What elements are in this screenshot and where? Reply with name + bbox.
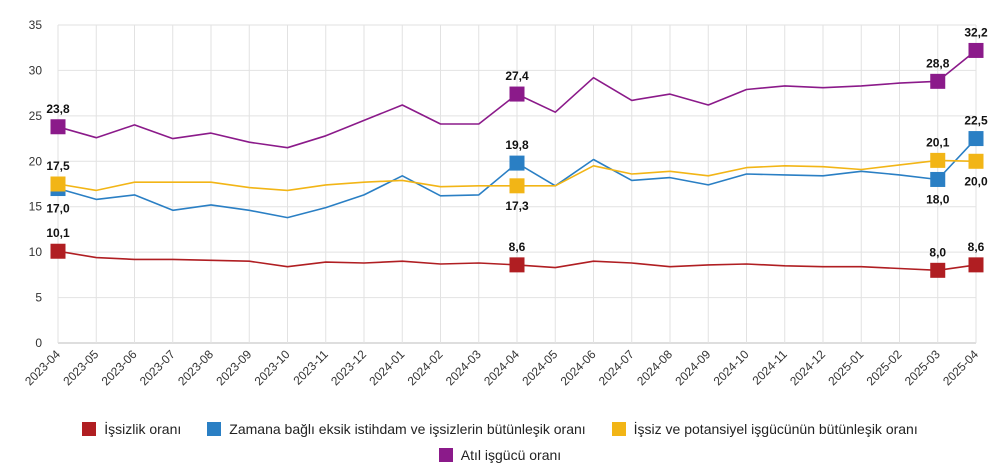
series-2-data-label-2023-04: 17,5 [46, 159, 70, 173]
series-0-data-label-2025-04: 8,6 [968, 240, 985, 254]
x-tick-label-2023-09: 2023-09 [213, 347, 254, 388]
series-2-data-label-2025-03: 20,1 [926, 135, 950, 149]
series-0-data-label-2023-04: 10,1 [46, 226, 70, 240]
x-tick-label-2025-04: 2025-04 [940, 347, 981, 388]
x-tick-label-2024-05: 2024-05 [519, 347, 560, 388]
x-tick-label-2024-01: 2024-01 [366, 347, 407, 388]
series-0-marker-2025-04[interactable] [968, 257, 984, 273]
series-2-marker-2025-03[interactable] [930, 152, 946, 168]
series-0-data-label-2025-03: 8,0 [929, 245, 946, 259]
series-1-marker-2025-04[interactable] [968, 131, 984, 147]
x-tick-label-2023-10: 2023-10 [252, 347, 293, 388]
y-tick-label-0: 0 [35, 336, 42, 350]
series-1-data-label-2023-04: 17,0 [46, 202, 70, 216]
x-tick-label-2025-01: 2025-01 [825, 347, 866, 388]
x-tick-label-2024-04: 2024-04 [481, 347, 522, 388]
x-tick-label-2024-06: 2024-06 [558, 347, 599, 388]
series-3-marker-2024-04[interactable] [509, 86, 525, 102]
x-tick-label-2023-12: 2023-12 [328, 347, 369, 388]
legend-swatch-unemployment [82, 422, 97, 436]
series-0-marker-2023-04[interactable] [50, 243, 66, 259]
x-tick-label-2024-07: 2024-07 [596, 347, 637, 388]
series-1-data-label-2025-03: 18,0 [926, 192, 950, 206]
series-0-marker-2025-03[interactable] [930, 262, 946, 278]
series-3-marker-2025-03[interactable] [930, 73, 946, 89]
y-axis: 0 5 10 15 20 25 30 35 [29, 18, 43, 350]
x-tick-label-2025-03: 2025-03 [902, 347, 943, 388]
series-2-marker-2023-04[interactable] [50, 176, 66, 192]
series-1-data-label-2025-04: 22,5 [964, 114, 988, 128]
legend-item-potential-labour-force[interactable]: İşsiz ve potansiyel işgücünün bütünleşik… [611, 421, 918, 437]
legend-swatch-time-related-underemployment [207, 422, 222, 436]
legend-label-underutilised-labour: Atıl işgücü oranı [460, 447, 562, 463]
y-tick-label-20: 20 [29, 154, 43, 168]
legend-label-time-related-underemployment: Zamana bağlı eksik istihdam ve işsizleri… [229, 421, 586, 437]
data-label-layer: 10,1 8,6 8,0 8,6 17,0 19,8 18,0 22,5 17,5 17,3 20,… [46, 25, 988, 259]
series-3-data-label-2025-04: 32,2 [964, 25, 988, 39]
legend-swatch-potential-labour-force [611, 422, 626, 436]
series-3-marker-2023-04[interactable] [50, 119, 66, 135]
series-1-marker-2025-03[interactable] [930, 171, 946, 187]
legend-label-unemployment: İşsizlik oranı [104, 421, 182, 437]
series-2-marker-2024-04[interactable] [509, 178, 525, 194]
y-tick-label-15: 15 [29, 200, 43, 214]
series-1-marker-2024-04[interactable] [509, 155, 525, 171]
legend: İşsizlik oranı Zamana bağlı eksik istihd… [0, 416, 1000, 468]
legend-row-1: İşsizlik oranı Zamana bağlı eksik istihd… [0, 416, 1000, 442]
series-layer [50, 42, 984, 278]
y-tick-label-25: 25 [29, 109, 43, 123]
x-tick-label-2024-12: 2024-12 [787, 347, 828, 388]
x-tick-label-2024-11: 2024-11 [749, 347, 790, 388]
legend-item-time-related-underemployment[interactable]: Zamana bağlı eksik istihdam ve işsizleri… [207, 421, 586, 437]
legend-swatch-underutilised-labour [438, 448, 453, 462]
grid-layer [57, 24, 977, 344]
legend-item-underutilised-labour[interactable]: Atıl işgücü oranı [438, 447, 562, 463]
y-tick-label-30: 30 [29, 63, 43, 77]
series-3-marker-2025-04[interactable] [968, 42, 984, 58]
y-tick-label-10: 10 [29, 245, 43, 259]
legend-item-unemployment[interactable]: İşsizlik oranı [82, 421, 181, 437]
x-tick-label-2023-04: 2023-04 [22, 347, 63, 388]
series-0-marker-2024-04[interactable] [509, 257, 525, 273]
x-tick-label-2024-08: 2024-08 [634, 347, 675, 388]
x-axis: 2023-042023-052023-062023-072023-082023-… [22, 347, 981, 388]
series-2-marker-2025-04[interactable] [968, 153, 984, 169]
x-tick-label-2025-02: 2025-02 [864, 347, 905, 388]
x-tick-label-2024-10: 2024-10 [711, 347, 752, 388]
legend-row-2: Atıl işgücü oranı [0, 442, 1000, 468]
series-3-data-label-2024-04: 27,4 [505, 69, 529, 83]
series-0-data-label-2024-04: 8,6 [509, 240, 526, 254]
series-2-data-label-2024-04: 17,3 [505, 199, 529, 213]
x-tick-label-2023-11: 2023-11 [290, 347, 331, 388]
series-3-data-label-2023-04: 23,8 [46, 102, 70, 116]
series-3-data-label-2025-03: 28,8 [926, 56, 950, 70]
x-tick-label-2024-09: 2024-09 [672, 347, 713, 388]
x-tick-label-2023-06: 2023-06 [99, 347, 140, 388]
x-tick-label-2024-03: 2024-03 [443, 347, 484, 388]
x-tick-label-2023-07: 2023-07 [137, 347, 178, 388]
legend-label-potential-labour-force: İşsiz ve potansiyel işgücünün bütünleşik… [633, 421, 918, 437]
x-tick-label-2023-05: 2023-05 [60, 347, 101, 388]
x-tick-label-2024-02: 2024-02 [405, 347, 446, 388]
y-tick-label-5: 5 [35, 291, 42, 305]
series-2-data-label-2025-04: 20,0 [964, 174, 988, 188]
x-tick-label-2023-08: 2023-08 [175, 347, 216, 388]
y-tick-label-35: 35 [29, 18, 43, 32]
series-1-data-label-2024-04: 19,8 [505, 138, 529, 152]
